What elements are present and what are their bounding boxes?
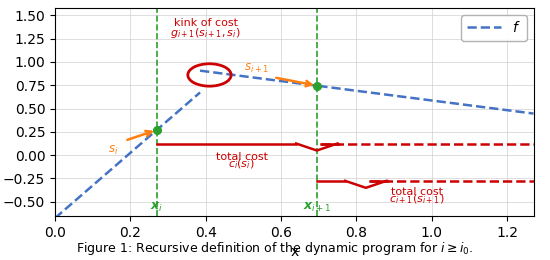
Text: $c_i(s_i)$: $c_i(s_i)$	[228, 157, 255, 171]
Text: total cost: total cost	[216, 152, 267, 162]
Text: $s_i$: $s_i$	[108, 144, 119, 157]
Text: Figure 1: Recursive definition of the dynamic program for $i \geq i_0$.: Figure 1: Recursive definition of the dy…	[76, 240, 474, 257]
Text: kink of cost: kink of cost	[174, 18, 238, 28]
Legend: $f$: $f$	[461, 15, 526, 41]
Text: $\boldsymbol{x}_{i+1}$: $\boldsymbol{x}_{i+1}$	[302, 201, 331, 214]
X-axis label: x: x	[290, 245, 298, 259]
Text: $c_{i+1}(s_{i+1})$: $c_{i+1}(s_{i+1})$	[389, 192, 444, 206]
Text: total cost: total cost	[390, 187, 443, 197]
Text: $g_{i+1}(s_{i+1}, s_i)$: $g_{i+1}(s_{i+1}, s_i)$	[170, 25, 241, 40]
Text: $\boldsymbol{x}_i$: $\boldsymbol{x}_i$	[150, 201, 163, 214]
Text: $s_{i+1}$: $s_{i+1}$	[244, 62, 269, 75]
